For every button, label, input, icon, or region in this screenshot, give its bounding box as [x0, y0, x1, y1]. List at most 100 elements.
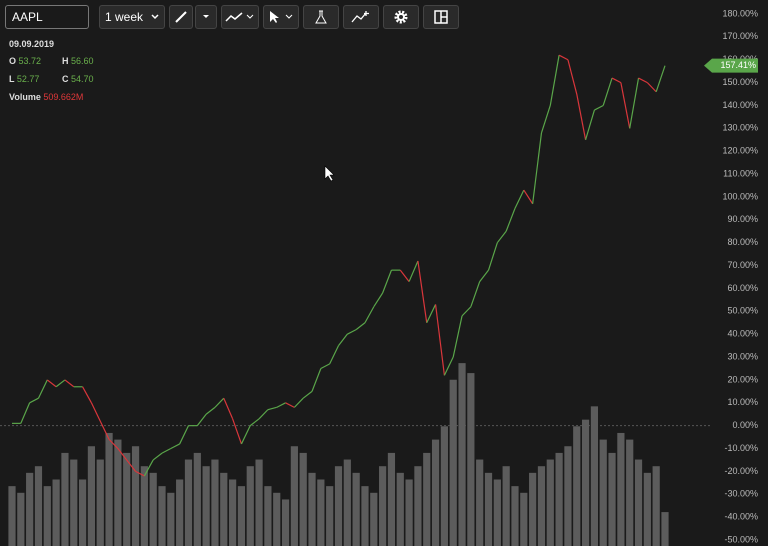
price-segment: [29, 397, 39, 404]
caret: [151, 14, 159, 20]
volume-bar: [123, 452, 131, 546]
price-segment: [240, 425, 251, 445]
y-tick-label: 120.00%: [722, 146, 758, 156]
volume-bar: [70, 459, 78, 546]
volume-bar: [617, 432, 625, 546]
volume-bar: [281, 499, 290, 546]
price-segment: [505, 208, 516, 232]
legend-volume: Volume 509.662M: [9, 92, 83, 102]
volume-bar: [87, 446, 96, 546]
volume-bar: [608, 452, 616, 546]
y-tick-label: 90.00%: [727, 214, 758, 224]
price-segment: [382, 269, 393, 294]
volume-bar: [343, 459, 351, 546]
volume-bar: [17, 492, 25, 546]
value: 54.70: [71, 74, 94, 84]
price-segment: [585, 109, 595, 140]
legend-low: L 52.77: [9, 74, 39, 84]
volume-bar: [484, 472, 493, 546]
price-segment: [223, 397, 234, 420]
y-tick-label: -10.00%: [724, 443, 758, 453]
volume-bar: [246, 466, 254, 546]
volume-bar: [352, 472, 360, 546]
y-tick-label: 30.00%: [727, 351, 758, 361]
y-tick-label: 20.00%: [727, 374, 758, 384]
price-segment: [311, 368, 322, 392]
price-segment: [152, 452, 163, 461]
volume-bar: [643, 472, 651, 546]
volume-bar: [476, 459, 484, 546]
volume-bar: [273, 492, 281, 546]
studies[interactable]: [303, 5, 339, 29]
label: C: [62, 74, 69, 84]
volume-bar: [520, 492, 528, 546]
price-segment: [232, 418, 242, 445]
value: 509.662M: [43, 92, 84, 102]
volume-bar: [493, 479, 501, 546]
price-segment: [135, 470, 145, 477]
price-segment: [364, 306, 375, 324]
volume-bar: [652, 466, 660, 546]
price-segment: [179, 425, 190, 445]
volume-bar: [34, 466, 43, 546]
last-price-label: 157.41%: [720, 60, 756, 70]
volume-bar: [193, 452, 201, 546]
volume-bar: [105, 432, 113, 546]
volume-bar: [661, 512, 669, 546]
volume-bar: [431, 439, 440, 546]
price-segment: [99, 420, 110, 440]
price-segment: [90, 402, 101, 422]
interval-select[interactable]: 1 week: [99, 5, 165, 29]
volume-bar: [546, 459, 554, 546]
y-tick-label: 60.00%: [727, 283, 758, 293]
y-tick-label: 150.00%: [722, 77, 758, 87]
price-segment: [126, 459, 137, 472]
label: H: [62, 56, 69, 66]
volume-bar: [317, 479, 325, 546]
price-segment: [161, 447, 172, 454]
volume-bar: [229, 479, 237, 546]
price-segment: [338, 333, 348, 346]
cursor-tool[interactable]: [263, 5, 299, 29]
price-segment: [285, 402, 295, 408]
volume-bar: [26, 472, 34, 546]
compare[interactable]: [343, 5, 379, 29]
volume-bar: [334, 466, 343, 546]
volume-bar: [326, 486, 334, 546]
price-segment: [558, 54, 569, 61]
volume-bar: [158, 486, 166, 546]
draw-tool[interactable]: [169, 5, 193, 29]
price-segment: [347, 329, 357, 335]
y-tick-label: -40.00%: [724, 512, 758, 522]
volume-bar: [184, 459, 193, 546]
price-segment: [540, 105, 551, 134]
last-price-tag: [704, 58, 758, 73]
mouse-cursor: [324, 165, 335, 182]
price-segment: [329, 345, 340, 365]
price-segment: [443, 356, 454, 376]
y-tick-label: -30.00%: [724, 489, 758, 499]
symbol-input[interactable]: AAPL: [5, 5, 89, 29]
volume-bar: [140, 466, 148, 546]
chart-type[interactable]: [221, 5, 259, 29]
draw-menu[interactable]: [195, 5, 217, 29]
y-tick-label: 0.00%: [732, 420, 758, 430]
y-tick-label: 100.00%: [722, 191, 758, 201]
price-segment: [55, 379, 66, 388]
price-segment: [638, 77, 648, 84]
settings[interactable]: [383, 5, 419, 29]
volume-bar: [387, 452, 396, 546]
legend-close: C 54.70: [62, 74, 94, 84]
layout[interactable]: [423, 5, 459, 29]
price-segment: [399, 269, 410, 282]
volume-bar: [396, 472, 404, 546]
price-segment: [452, 315, 463, 358]
price-segment: [108, 438, 119, 449]
y-tick-label: -50.00%: [724, 534, 758, 544]
price-segment: [602, 77, 613, 106]
volume-bar: [131, 446, 140, 546]
price-segment: [214, 397, 225, 408]
value: 53.72: [18, 56, 42, 66]
volume-bar: [379, 466, 387, 546]
